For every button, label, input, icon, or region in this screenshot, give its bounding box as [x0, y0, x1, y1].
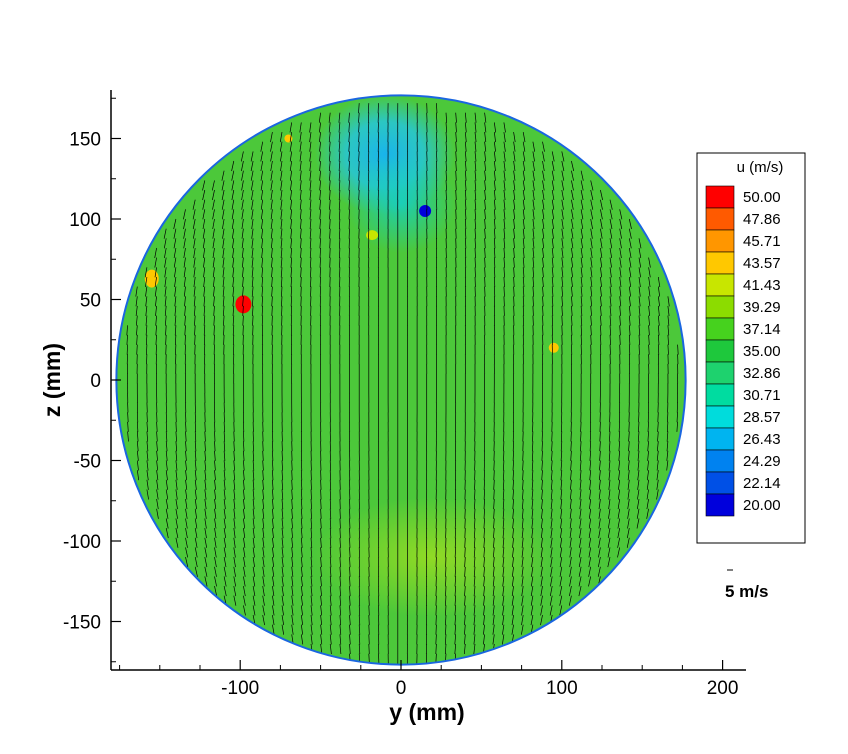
legend-swatch	[705, 251, 735, 275]
legend-label: 30.71	[743, 387, 781, 404]
x-tick-label: 200	[707, 678, 739, 699]
region-hotspot-right	[548, 342, 559, 353]
legend-label: 22.14	[743, 475, 781, 492]
x-ticks: -100 0 100 200	[119, 660, 739, 699]
legend-label: 47.86	[743, 211, 781, 228]
legend-swatch	[705, 229, 735, 253]
y-tick-label: -50	[74, 452, 101, 473]
y-tick-label: -100	[63, 532, 101, 553]
legend-swatch	[705, 207, 735, 231]
legend-label: 24.29	[743, 453, 781, 470]
region-spot-blue	[419, 204, 432, 217]
region-spot-upper-mid	[366, 230, 379, 241]
legend-label: 39.29	[743, 299, 781, 316]
y-tick-label: 150	[69, 130, 101, 151]
legend-label: 43.57	[743, 255, 781, 272]
legend-swatch	[705, 383, 735, 407]
legend-label: 32.86	[743, 365, 781, 382]
legend-label: 28.57	[743, 409, 781, 426]
legend-swatch	[705, 427, 735, 451]
legend-swatch	[705, 405, 735, 429]
legend-label: 37.14	[743, 321, 781, 338]
legend-swatch	[705, 185, 735, 209]
legend-title: u (m/s)	[737, 159, 784, 176]
legend-swatch	[705, 317, 735, 341]
legend-label: 41.43	[743, 277, 781, 294]
legend-label: 20.00	[743, 497, 781, 514]
y-tick-label: 0	[90, 371, 101, 392]
region-lower-high	[313, 497, 554, 618]
legend-swatch	[705, 339, 735, 363]
field-regions	[144, 95, 559, 618]
reference-vector: 5 m/s	[725, 569, 768, 601]
legend-swatch	[705, 273, 735, 297]
legend-label: 35.00	[743, 343, 781, 360]
reference-vector-label: 5 m/s	[725, 582, 768, 601]
colorbar-legend: u (m/s) 50.00 47.86 45.71 43.57 41.43 39.29 37…	[696, 152, 806, 544]
x-tick-label: 100	[546, 678, 578, 699]
legend-label: 45.71	[743, 233, 781, 250]
y-ticks: 150 100 50 0 -50 -100 -150	[63, 97, 121, 663]
velocity-vectors	[126, 103, 679, 664]
y-tick-label: -150	[63, 613, 101, 634]
legend-swatch	[705, 361, 735, 385]
legend-swatches: 50.00 47.86 45.71 43.57 41.43 39.29 37.14 35.00…	[705, 185, 781, 517]
x-tick-label: -100	[221, 678, 259, 699]
legend-swatch	[705, 295, 735, 319]
legend-label: 50.00	[743, 189, 781, 206]
legend-swatch	[705, 493, 735, 517]
x-axis-title: y (mm)	[389, 699, 464, 725]
legend-label: 26.43	[743, 431, 781, 448]
x-tick-label: 0	[396, 678, 407, 699]
vector-arrows	[126, 103, 679, 664]
y-tick-label: 50	[80, 291, 101, 312]
y-axis-title: z (mm)	[39, 343, 65, 417]
legend-swatch	[705, 471, 735, 495]
region-hotspot-left	[235, 295, 252, 314]
region-upper-low	[346, 152, 456, 253]
y-tick-label: 100	[69, 210, 101, 231]
legend-swatch	[705, 449, 735, 473]
